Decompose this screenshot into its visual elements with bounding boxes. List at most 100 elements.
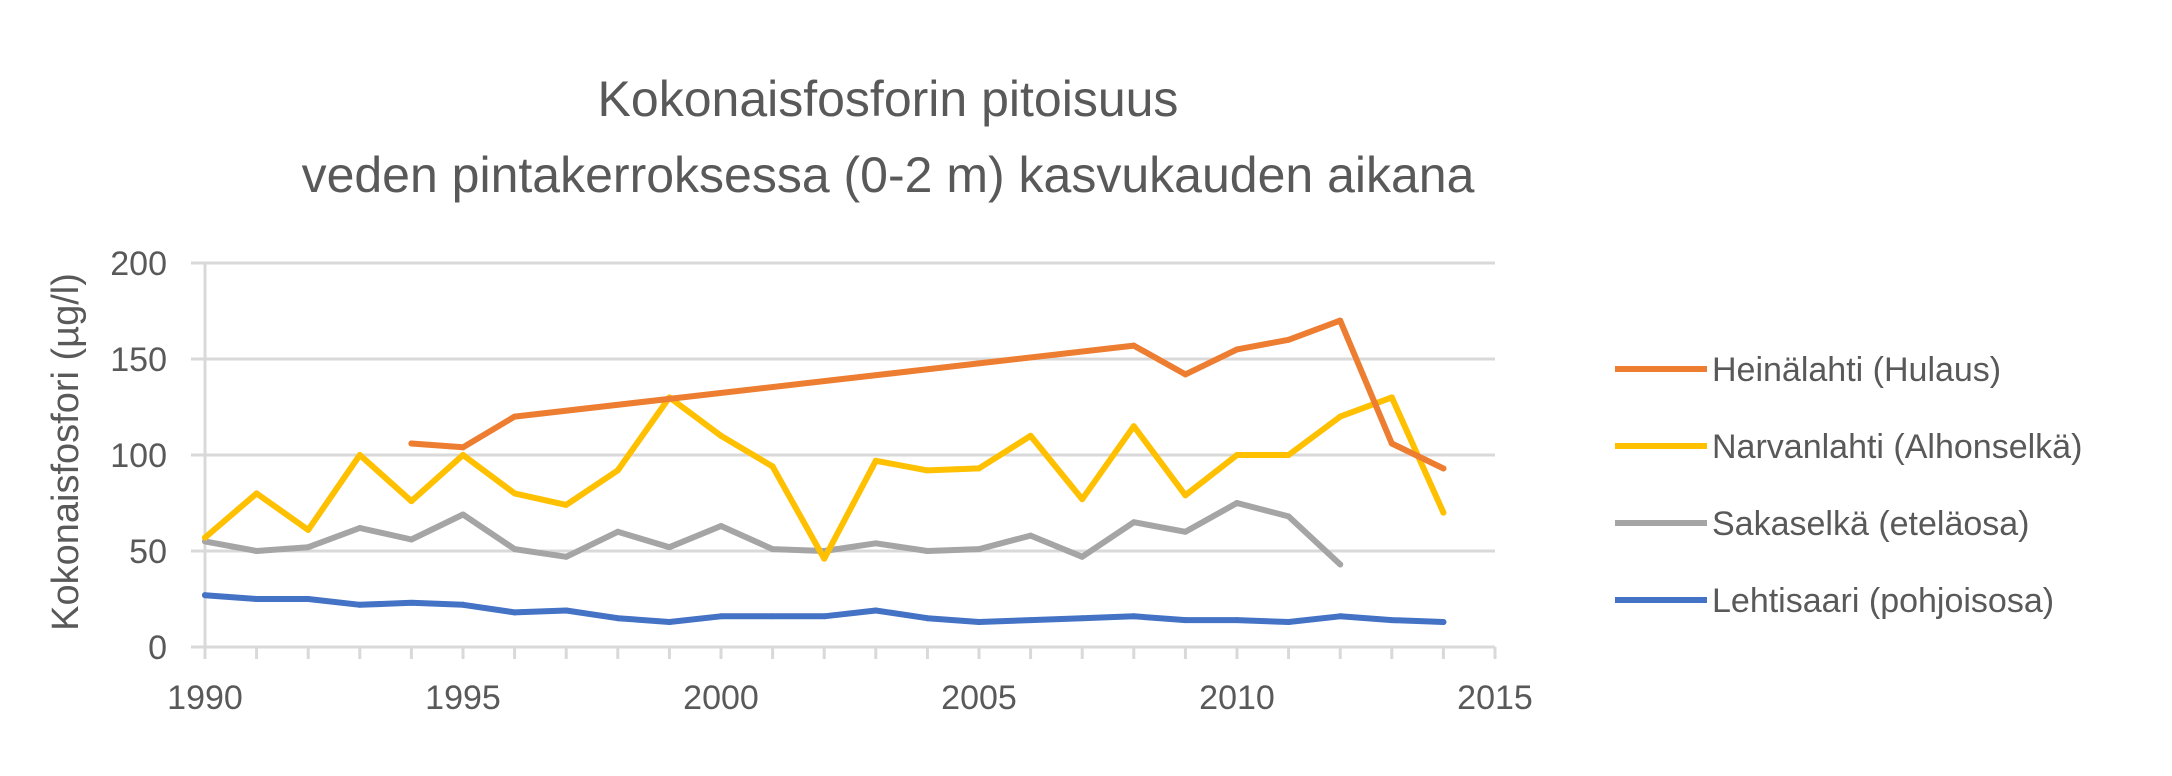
data-point [924, 548, 931, 554]
data-point [460, 452, 466, 458]
data-point [1388, 617, 1395, 624]
chart-title-line-1: Kokonaisfosforin pitoisuus [598, 71, 1179, 127]
y-tick-label: 150 [110, 341, 167, 379]
data-point [1182, 617, 1189, 624]
data-point [460, 444, 466, 451]
data-point [666, 544, 673, 551]
data-point [563, 553, 570, 560]
data-point [1234, 617, 1240, 624]
data-point [614, 528, 621, 535]
data-point [1285, 619, 1292, 626]
legend-label-3: Sakaselkä (eteläosa) [1712, 505, 2030, 543]
data-point [872, 540, 879, 547]
tick-labels: 0 50 100 150 200 1990 1995 2000 2005 2010 2015 [110, 245, 1533, 717]
data-point [614, 615, 621, 622]
x-axis [191, 261, 1497, 659]
data-point [305, 544, 312, 551]
data-point [511, 609, 518, 616]
data-point [872, 607, 879, 614]
data-point [1337, 413, 1344, 420]
x-tick-label: 2000 [683, 679, 759, 717]
data-point [1285, 452, 1292, 458]
data-point [563, 607, 570, 614]
data-point [1130, 342, 1137, 349]
data-point [202, 534, 208, 541]
data-point [924, 467, 931, 474]
data-point [408, 440, 415, 447]
data-point [1337, 561, 1344, 568]
data-point [924, 615, 931, 622]
y-tick-label: 200 [110, 245, 167, 283]
legend: Heinälahti (Hulaus) Narvanlahti (Alhonsel… [1615, 351, 2082, 620]
data-point [872, 457, 879, 464]
data-point [666, 619, 673, 626]
data-point [769, 613, 776, 620]
data-point [1182, 528, 1189, 535]
series-line-1 [408, 317, 1447, 472]
data-point [1079, 615, 1086, 622]
data-point [718, 523, 724, 530]
data-point [511, 490, 518, 497]
data-point [976, 465, 982, 472]
data-point [460, 601, 466, 608]
series-line-3 [202, 500, 1344, 568]
data-point [1079, 496, 1086, 503]
legend-label-1: Heinälahti (Hulaus) [1712, 351, 2001, 389]
data-point [356, 452, 363, 458]
data-point [253, 548, 260, 554]
legend-label-4: Lehtisaari (pohjoisosa) [1712, 582, 2054, 620]
y-tick-label: 0 [148, 629, 167, 667]
data-point [511, 413, 518, 420]
data-point [1027, 432, 1034, 439]
x-tick-label: 2015 [1457, 679, 1533, 717]
data-point [1182, 371, 1189, 378]
data-point [1337, 317, 1344, 324]
y-axis-title: Kokonaisfosfori (µg/l) [45, 273, 87, 631]
data-point [1027, 617, 1034, 624]
data-point [202, 592, 208, 599]
x-tick-label: 1995 [425, 679, 501, 717]
data-point [976, 546, 982, 553]
data-point [305, 526, 312, 533]
data-point [821, 555, 828, 562]
data-point [408, 498, 415, 505]
data-point [1440, 619, 1447, 626]
y-tick-label: 50 [129, 533, 167, 571]
data-point [718, 613, 724, 620]
data-point [1234, 452, 1240, 458]
data-point [769, 546, 776, 553]
data-point [976, 619, 982, 626]
data-point [769, 463, 776, 470]
data-point [718, 432, 724, 439]
x-tick-label: 2005 [941, 679, 1017, 717]
data-point [1130, 519, 1137, 526]
data-point [305, 596, 312, 602]
data-point [1337, 613, 1344, 620]
data-point [1027, 532, 1034, 539]
data-point [1130, 613, 1137, 620]
x-tick-label: 2010 [1199, 679, 1275, 717]
y-tick-label: 100 [110, 437, 167, 475]
data-point [1388, 394, 1395, 401]
data-point [1440, 465, 1447, 472]
data-point [460, 511, 466, 518]
data-point [1234, 500, 1240, 506]
data-point [1285, 513, 1292, 520]
data-point [408, 599, 415, 606]
x-tick-label: 1990 [167, 679, 243, 717]
data-point [1440, 509, 1447, 516]
data-point [511, 546, 518, 553]
data-point [1079, 553, 1086, 560]
data-point [356, 601, 363, 608]
data-point [1130, 423, 1137, 430]
chart-title-line-2: veden pintakerroksessa (0-2 m) kasvukaud… [302, 147, 1475, 203]
series-lines [202, 317, 1447, 626]
data-point [1234, 346, 1240, 353]
data-point [253, 596, 260, 602]
data-point [253, 490, 260, 497]
data-point [821, 613, 828, 620]
legend-label-2: Narvanlahti (Alhonselkä) [1712, 428, 2082, 466]
data-point [356, 524, 363, 531]
data-point [1285, 336, 1292, 343]
